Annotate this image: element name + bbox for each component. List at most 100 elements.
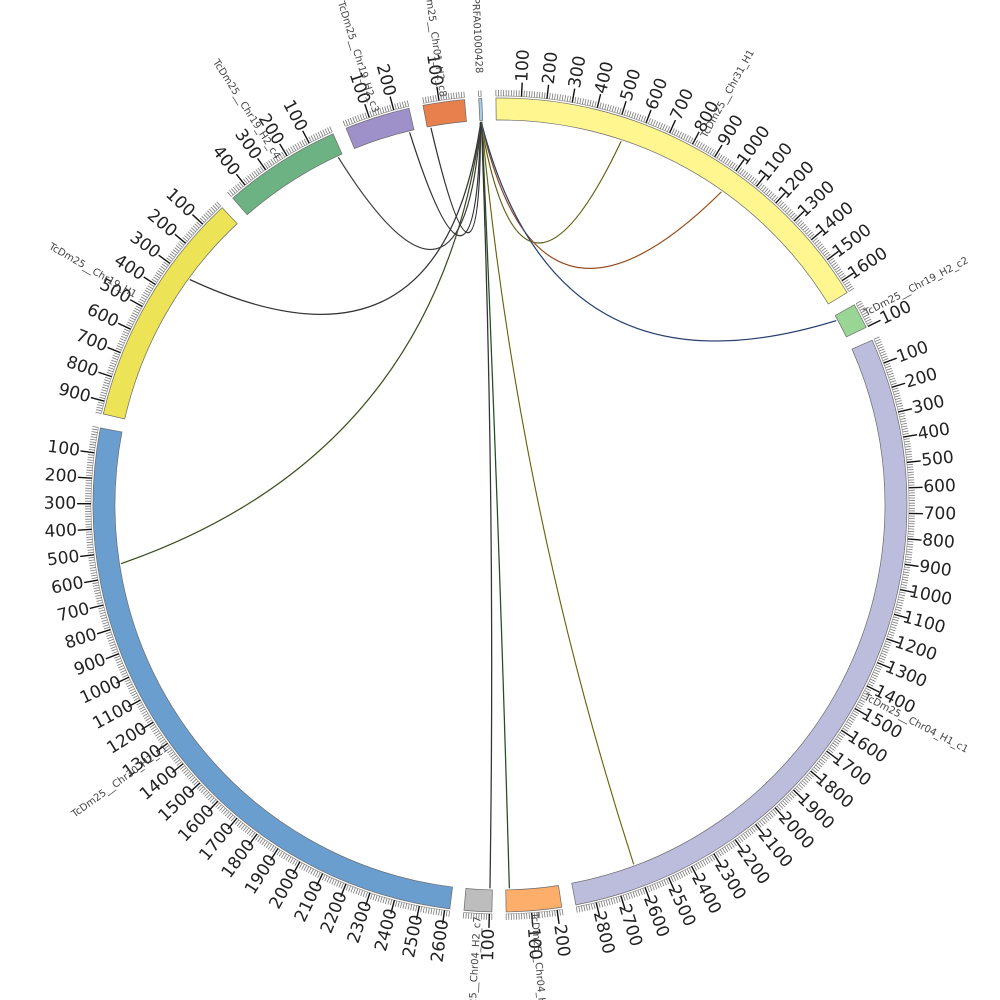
- minor-tick: [855, 705, 862, 710]
- minor-tick: [296, 142, 301, 149]
- minor-tick: [640, 115, 644, 122]
- minor-tick: [556, 94, 559, 101]
- minor-tick: [628, 111, 632, 118]
- minor-tick: [720, 155, 725, 162]
- links-layer: [120, 121, 837, 889]
- tick-label: 200: [44, 465, 78, 487]
- minor-tick: [185, 233, 191, 238]
- minor-tick: [132, 312, 138, 316]
- minor-tick: [745, 831, 750, 838]
- minor-tick: [196, 221, 202, 227]
- minor-tick: [698, 142, 703, 149]
- minor-tick: [906, 463, 914, 466]
- minor-tick: [807, 231, 813, 237]
- minor-tick: [769, 812, 774, 818]
- minor-tick: [160, 265, 166, 271]
- minor-tick: [898, 412, 905, 415]
- minor-tick: [829, 746, 835, 751]
- minor-tick: [353, 887, 356, 894]
- minor-tick: [86, 539, 93, 541]
- minor-tick: [604, 103, 607, 110]
- minor-tick: [608, 899, 611, 906]
- minor-tick: [135, 305, 142, 310]
- minor-tick: [149, 723, 155, 728]
- minor-tick: [835, 738, 841, 743]
- minor-tick: [639, 889, 643, 895]
- tick-label: 900: [71, 650, 109, 680]
- minor-tick: [895, 397, 902, 400]
- segments-layer: [92, 97, 908, 913]
- minor-tick: [694, 139, 698, 146]
- minor-tick: [283, 853, 288, 860]
- minor-tick: [167, 749, 173, 754]
- minor-tick: [233, 186, 238, 192]
- minor-tick: [697, 862, 702, 869]
- major-tick: [390, 899, 396, 914]
- segment-chr01h2c8: [422, 99, 467, 128]
- minor-tick: [884, 363, 891, 366]
- tick-label: 600: [642, 75, 672, 112]
- minor-tick: [736, 837, 742, 844]
- minor-tick: [733, 164, 738, 170]
- minor-tick: [899, 591, 906, 594]
- minor-tick: [844, 281, 851, 286]
- minor-tick: [635, 890, 638, 897]
- minor-tick: [836, 736, 843, 741]
- minor-tick: [114, 655, 121, 659]
- minor-tick: [349, 117, 353, 124]
- minor-tick: [882, 650, 888, 654]
- minor-tick: [110, 646, 117, 649]
- minor-tick: [860, 696, 867, 701]
- minor-tick: [889, 377, 896, 381]
- link-outline: [481, 122, 492, 889]
- minor-tick: [117, 342, 124, 346]
- major-tick: [867, 319, 881, 328]
- minor-tick: [394, 900, 398, 907]
- minor-tick: [790, 212, 796, 218]
- minor-tick: [650, 119, 654, 125]
- minor-tick: [350, 886, 354, 893]
- minor-tick: [345, 884, 349, 891]
- minor-tick: [294, 143, 299, 150]
- minor-tick: [156, 734, 162, 739]
- major-tick: [755, 175, 766, 187]
- minor-tick: [122, 330, 129, 335]
- minor-tick: [96, 409, 103, 412]
- minor-tick: [759, 820, 764, 826]
- minor-tick: [852, 712, 858, 717]
- tick-label: 600: [84, 300, 122, 332]
- minor-tick: [704, 858, 709, 865]
- minor-tick: [902, 579, 909, 581]
- minor-tick: [672, 875, 677, 882]
- minor-tick: [700, 861, 704, 867]
- minor-tick: [372, 894, 376, 901]
- minor-tick: [425, 907, 428, 914]
- minor-tick: [435, 94, 437, 102]
- minor-tick: [541, 92, 543, 99]
- minor-tick: [147, 285, 153, 290]
- minor-tick: [776, 805, 782, 811]
- minor-tick: [588, 904, 591, 911]
- minor-tick: [861, 694, 868, 699]
- minor-tick: [263, 841, 268, 847]
- minor-tick: [905, 448, 912, 451]
- minor-tick: [108, 367, 115, 370]
- minor-tick: [709, 148, 714, 155]
- segment-chr04h1c1: [571, 339, 908, 906]
- minor-tick: [227, 191, 232, 197]
- major-tick: [854, 707, 868, 717]
- minor-tick: [207, 210, 212, 216]
- minor-tick: [270, 158, 275, 165]
- minor-tick: [906, 546, 913, 548]
- minor-tick: [894, 395, 901, 398]
- major-tick: [279, 143, 288, 157]
- minor-tick: [773, 196, 779, 202]
- minor-tick: [365, 891, 368, 898]
- minor-tick: [866, 321, 873, 325]
- minor-tick: [806, 229, 812, 235]
- minor-tick: [798, 784, 804, 789]
- minor-tick: [905, 453, 912, 456]
- minor-tick: [632, 891, 636, 898]
- minor-tick: [121, 672, 128, 676]
- minor-tick: [549, 910, 551, 917]
